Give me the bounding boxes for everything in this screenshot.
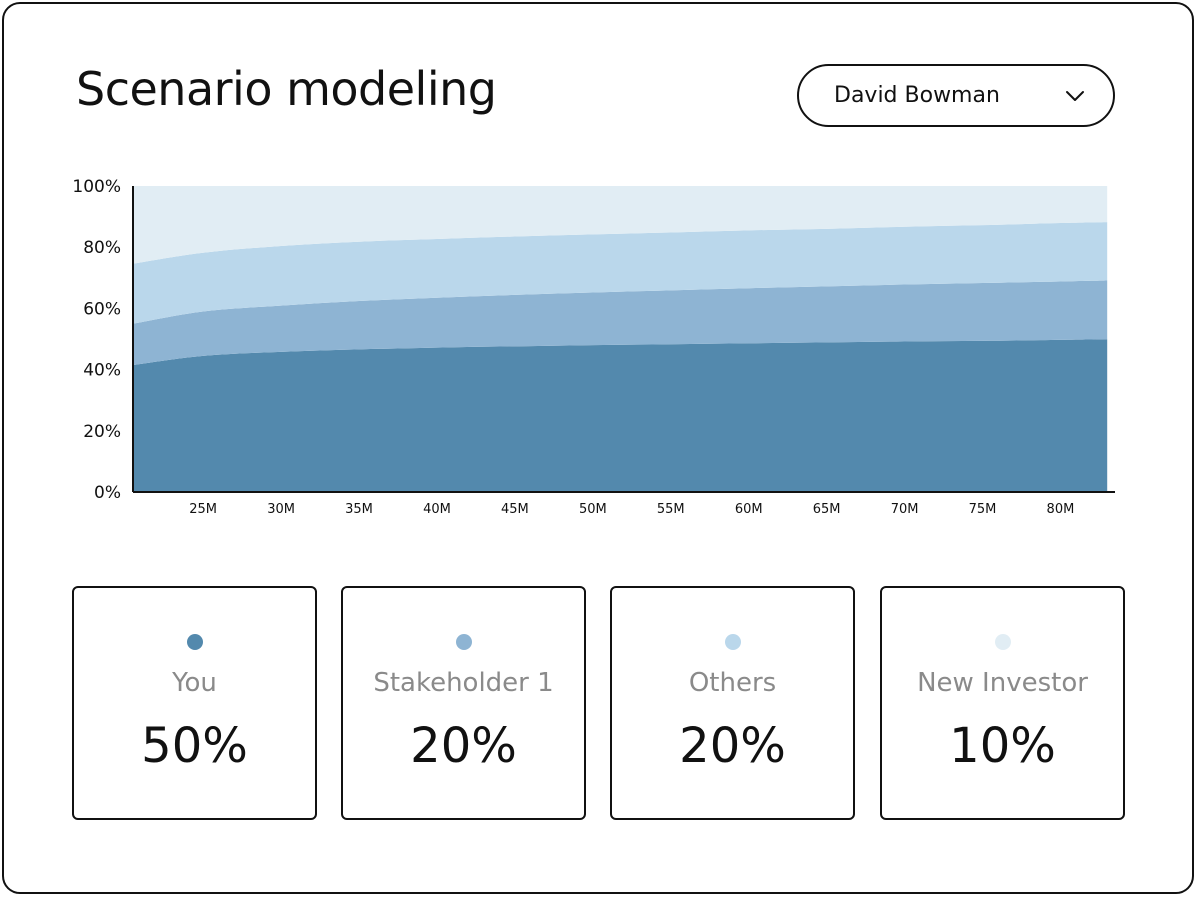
x-tick-label: 40M	[423, 502, 451, 517]
y-tick-label: 40%	[83, 361, 121, 381]
area-series-others	[133, 222, 1108, 324]
x-tick-label: 65M	[813, 502, 841, 517]
legend-dot-others	[724, 634, 741, 650]
x-tick-label: 35M	[345, 502, 373, 517]
x-tick-label: 45M	[501, 502, 529, 517]
x-tick-label: 70M	[891, 502, 919, 517]
x-tick-label: 60M	[735, 502, 763, 517]
y-tick-label: 80%	[83, 238, 121, 258]
page-title: Scenario modeling	[76, 62, 497, 116]
area-series-new-investor	[133, 186, 1108, 264]
x-tick-label: 30M	[267, 502, 295, 517]
legend-label-others: Others	[688, 668, 777, 698]
y-tick-label: 100%	[72, 177, 121, 197]
x-tick-label: 55M	[657, 502, 685, 517]
stakeholder-select-value: David Bowman	[834, 83, 1000, 108]
legend-label-you: You	[172, 668, 217, 698]
area-chart: 0% 20% 40% 60% 80% 100% 25M 30M 35M 40M 45M 50M 55M…	[72, 177, 1115, 517]
x-axis-ticks: 25M 30M 35M 40M 45M 50M 55M 60M 65M 70M 75M 80M	[189, 502, 1074, 517]
legend-label-stakeholder-1: Stakeholder 1	[373, 668, 554, 698]
y-axis-ticks: 0% 20% 40% 60% 80% 100%	[72, 177, 121, 503]
area-series-you	[133, 339, 1108, 492]
legend-dot-new-investor	[994, 634, 1011, 650]
legend-dot-stakeholder-1	[455, 634, 472, 650]
stakeholder-select[interactable]: David Bowman	[797, 64, 1115, 127]
legend-dot-you	[186, 634, 203, 650]
y-tick-label: 60%	[83, 299, 121, 319]
legend-card-you: You 50%	[72, 586, 317, 820]
legend-card-others: Others 20%	[610, 586, 855, 820]
x-tick-label: 80M	[1047, 502, 1075, 517]
legend-value-stakeholder-1: 20%	[410, 718, 517, 774]
legend-card-stakeholder-1: Stakeholder 1 20%	[341, 586, 586, 820]
x-tick-label: 50M	[579, 502, 607, 517]
chart-axes	[132, 186, 1115, 493]
legend-value-you: 50%	[141, 718, 248, 774]
y-tick-label: 20%	[83, 422, 121, 442]
area-layers	[133, 186, 1108, 492]
legend-card-new-investor: New Investor 10%	[880, 586, 1125, 820]
x-tick-label: 75M	[969, 502, 997, 517]
area-series-stakeholder-1	[133, 280, 1108, 366]
legend-value-others: 20%	[679, 718, 786, 774]
x-tick-label: 25M	[189, 502, 217, 517]
chevron-down-icon	[1066, 91, 1084, 101]
y-tick-label: 0%	[94, 483, 121, 503]
legend-value-new-investor: 10%	[949, 718, 1056, 774]
legend-label-new-investor: New Investor	[917, 668, 1088, 698]
